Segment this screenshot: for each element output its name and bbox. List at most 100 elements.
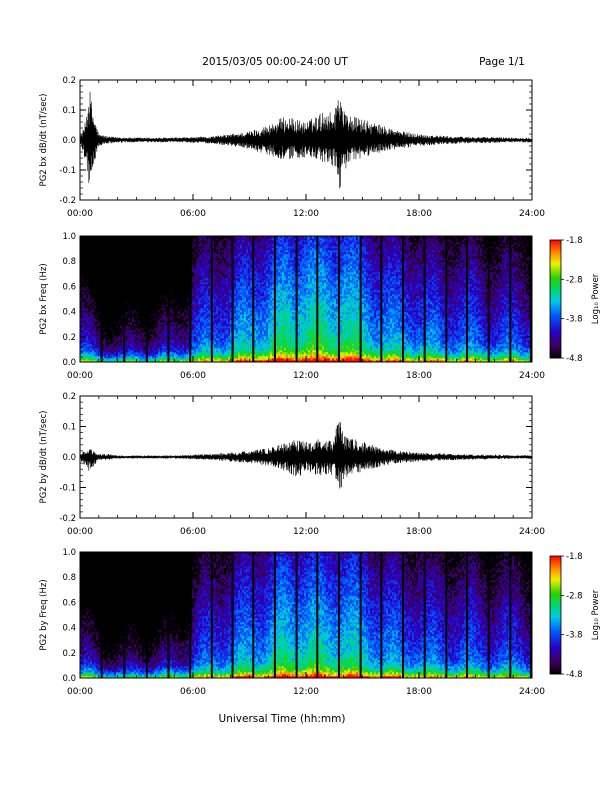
spectrogram-cell [106,330,108,332]
spectrogram-cell [84,288,86,290]
spectrogram-cell [88,254,90,256]
spectrogram-cell [86,260,88,262]
spectrogram-cell [108,294,110,296]
spectrogram-cell [90,302,92,304]
spectrogram-cell [98,260,100,262]
spectrogram-cell [128,250,130,252]
spectrogram-cell [92,256,94,258]
spectrogram-cell [108,306,110,308]
spectrogram-cell [86,348,88,350]
spectrogram-cell [84,314,86,316]
spectrogram-cell [94,312,96,314]
spectrogram-cell [110,286,112,288]
spectrogram-cell [128,328,130,330]
spectrogram-cell [92,272,94,274]
spectrogram-cell [98,272,100,274]
spectrogram-cell [110,260,112,262]
spectrogram-cell [94,306,96,308]
spectrogram-cell [88,346,90,348]
spectrogram-cell [114,286,116,288]
spectrogram-cell [116,272,118,274]
spectrogram-cell [120,268,122,270]
x-tick-label: 24:00 [519,209,545,219]
spectrogram-cell [106,310,108,312]
y-tick-label: -0.2 [59,196,76,206]
spectrogram-cell [114,310,116,312]
spectrogram-cell [92,294,94,296]
spectrogram-cell [94,310,96,312]
spectrogram-cell [96,280,98,282]
spectrogram-cell [104,260,106,262]
spectrogram-cell [112,240,114,242]
spectrogram-cell [128,260,130,262]
spectrogram-cell [110,244,112,246]
spectrogram-cell [88,264,90,266]
spectrogram-cell [112,348,114,350]
spectrogram-cell [104,264,106,266]
spectrogram-cell [114,330,116,332]
spectrogram-cell [120,238,122,240]
spectrogram-cell [118,244,120,246]
spectrogram-cell [128,238,130,240]
spectrogram-cell [114,238,116,240]
spectrogram-cell [112,334,114,336]
spectrogram-cell [110,280,112,282]
spectrogram-cell [82,268,84,270]
spectrogram-cell [96,352,98,354]
spectrogram-cell [104,272,106,274]
spectrogram-cell [112,290,114,292]
spectrogram-cell [84,322,86,324]
spectrogram-cell [114,324,116,326]
spectrogram-cell [120,296,122,298]
spectrogram-cell [128,340,130,342]
spectrogram-cell [86,338,88,340]
spectrogram-cell [116,352,118,354]
spectrogram-cell [98,288,100,290]
spectrogram-cell [116,288,118,290]
spectrogram-cell [98,296,100,298]
spectrogram-cell [114,304,116,306]
spectrogram-cell [92,310,94,312]
spectrogram-cell [86,356,88,358]
spectrogram-cell [104,244,106,246]
spectrogram-cell [94,338,96,340]
spectrogram-cell [108,320,110,322]
spectrogram-cell [90,298,92,300]
spectrogram-cell [104,240,106,242]
spectrogram-cell [104,334,106,336]
spectrogram-cell [106,238,108,240]
spectrogram-cell [98,304,100,306]
spectrogram-cell [106,332,108,334]
spectrogram-cell [106,276,108,278]
spectrogram-cell [92,274,94,276]
spectrogram-cell [94,258,96,260]
spectrogram-cell [110,340,112,342]
spectrogram-cell [98,250,100,252]
spectrogram-cell [104,304,106,306]
spectrogram-cell [90,256,92,258]
spectrogram-cell [118,252,120,254]
spectrogram-cell [94,266,96,268]
spectrogram-cell [90,338,92,340]
spectrogram-cell [96,258,98,260]
spectrogram-cell [126,312,128,314]
spectrogram-cell [98,254,100,256]
spectrogram-cell [96,332,98,334]
spectrogram-cell [98,336,100,338]
spectrogram-cell [96,294,98,296]
spectrogram-cell [84,292,86,294]
spectrogram-cell [112,306,114,308]
spectrogram-cell [82,294,84,296]
spectrogram-cell [104,252,106,254]
spectrogram-cell [116,338,118,340]
spectrogram-cell [104,238,106,240]
spectrogram-cell [88,278,90,280]
spectrogram-cell [118,342,120,344]
spectrogram-cell [112,264,114,266]
spectrogram-cell [92,292,94,294]
spectrogram-cell [106,256,108,258]
spectrogram-cell [104,318,106,320]
spectrogram-cell [106,280,108,282]
spectrogram-cell [92,300,94,302]
spectrogram-cell [116,264,118,266]
